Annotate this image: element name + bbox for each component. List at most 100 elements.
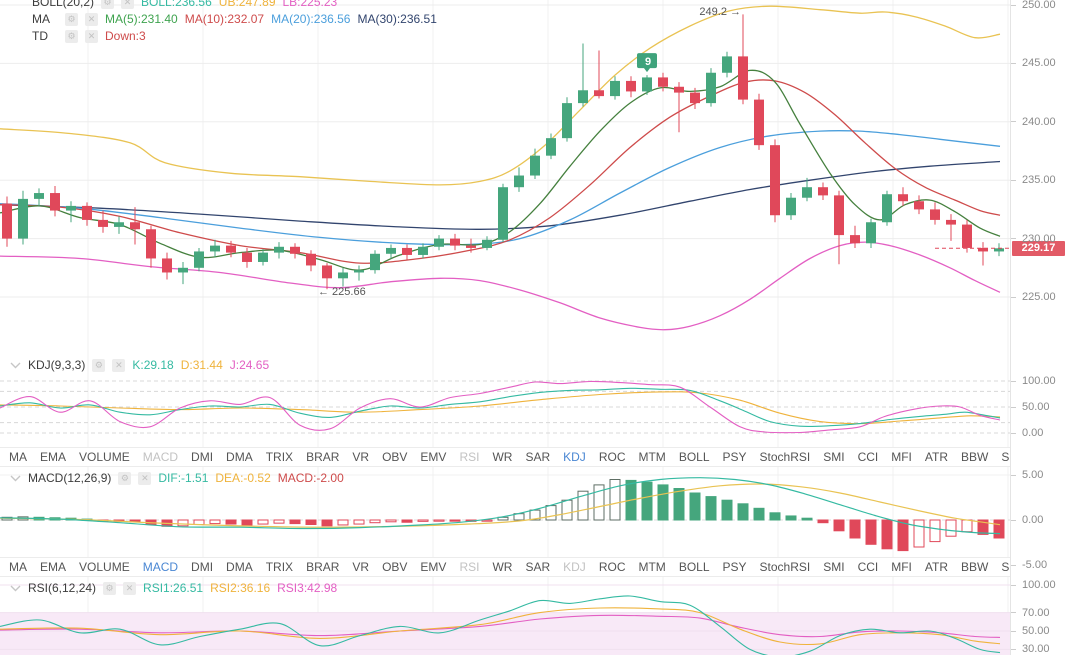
svg-text:9: 9: [645, 56, 651, 68]
tab-mfi[interactable]: MFI: [891, 450, 912, 464]
y-axis-label: -5.00: [1022, 559, 1048, 571]
tab-emv[interactable]: EMV: [420, 560, 447, 574]
ma-settings-icon[interactable]: ⚙: [65, 12, 78, 26]
tab-macd[interactable]: MACD: [142, 450, 179, 464]
tab-sar[interactable]: SAR: [525, 560, 551, 574]
y-axis-label: 240.00: [1022, 115, 1056, 128]
td-close-icon[interactable]: ✕: [85, 29, 98, 43]
tab-volume[interactable]: VOLUME: [79, 450, 130, 464]
rsi1-value: RSI1:26.51: [143, 581, 204, 595]
td-settings-icon[interactable]: ⚙: [65, 29, 78, 43]
tab-ema[interactable]: EMA: [40, 560, 67, 574]
tab-skdj[interactable]: SKDJ: [1001, 560, 1010, 574]
high-price-annotation: 249.2 →: [699, 6, 741, 19]
rsi2-value: RSI2:36.16: [210, 581, 271, 595]
tab-stochrsi[interactable]: StochRSI: [759, 450, 811, 464]
tab-roc[interactable]: ROC: [598, 450, 626, 464]
rsi-collapse-chevron-icon[interactable]: [10, 585, 21, 592]
tab-vr[interactable]: VR: [352, 560, 370, 574]
tab-dmi[interactable]: DMI: [191, 450, 214, 464]
last-price-badge: 229.17: [1012, 240, 1065, 256]
tab-bbw[interactable]: BBW: [961, 450, 989, 464]
kdj-title: KDJ(9,3,3): [28, 358, 86, 372]
rsi-settings-icon[interactable]: ⚙: [103, 581, 117, 595]
tab-dma[interactable]: DMA: [226, 560, 253, 574]
low-price-annotation: ← 225.66: [318, 286, 366, 299]
tab-emv[interactable]: EMV: [420, 450, 447, 464]
ma10-value: MA(10):232.07: [184, 12, 265, 26]
tab-ma[interactable]: MA: [9, 450, 27, 464]
tab-brar[interactable]: BRAR: [306, 450, 340, 464]
tab-mfi[interactable]: MFI: [891, 560, 912, 574]
tab-obv[interactable]: OBV: [382, 450, 408, 464]
tab-rsi[interactable]: RSI: [459, 560, 480, 574]
tab-boll[interactable]: BOLL: [678, 560, 710, 574]
ma-label: MA: [32, 12, 50, 26]
tab-psy[interactable]: PSY: [722, 450, 747, 464]
ma20-value: MA(20):236.56: [271, 12, 351, 26]
macd-dif-value: DIF:-1.51: [158, 471, 209, 485]
tab-skdj[interactable]: SKDJ: [1001, 450, 1010, 464]
macd-settings-icon[interactable]: ⚙: [118, 471, 132, 485]
macd-collapse-chevron-icon[interactable]: [10, 475, 21, 482]
tab-brar[interactable]: BRAR: [306, 560, 340, 574]
kdj-collapse-chevron-icon[interactable]: [10, 362, 21, 369]
boll-settings-icon[interactable]: ⚙: [101, 0, 115, 9]
tab-mtm[interactable]: MTM: [638, 450, 666, 464]
tab-atr[interactable]: ATR: [924, 560, 949, 574]
tab-rsi[interactable]: RSI: [459, 450, 480, 464]
axis-tick-mark: [1011, 4, 1016, 6]
axis-tick-mark: [1011, 179, 1016, 181]
axis-tick-mark: [1011, 432, 1016, 434]
ma30-value: MA(30):236.51: [357, 12, 437, 26]
tab-roc[interactable]: ROC: [598, 560, 626, 574]
y-axis-label: 0.00: [1022, 427, 1044, 439]
y-axis-label: 70.00: [1022, 606, 1050, 619]
tab-dma[interactable]: DMA: [226, 450, 253, 464]
kdj-d-value: D:31.44: [180, 358, 223, 372]
ma-close-icon[interactable]: ✕: [85, 12, 98, 26]
tab-smi[interactable]: SMI: [823, 450, 845, 464]
kdj-lines-layer: [0, 380, 1001, 434]
tab-kdj[interactable]: KDJ: [563, 560, 586, 574]
tab-vr[interactable]: VR: [352, 450, 370, 464]
tab-psy[interactable]: PSY: [722, 560, 747, 574]
boll-value: BOLL:236.56: [141, 0, 212, 9]
tab-trix[interactable]: TRIX: [265, 560, 294, 574]
td-count-badge: 9: [637, 53, 657, 73]
tab-macd[interactable]: MACD: [142, 560, 179, 574]
tab-ma[interactable]: MA: [9, 560, 27, 574]
tab-ema[interactable]: EMA: [40, 450, 67, 464]
tab-dmi[interactable]: DMI: [191, 560, 214, 574]
tab-smi[interactable]: SMI: [823, 560, 845, 574]
boll-close-icon[interactable]: ✕: [121, 0, 135, 9]
tab-atr[interactable]: ATR: [924, 450, 949, 464]
y-axis-label: 230.00: [1022, 232, 1056, 245]
axis-tick-mark: [1011, 406, 1016, 408]
tab-cci[interactable]: CCI: [857, 560, 879, 574]
tab-cci[interactable]: CCI: [857, 450, 879, 464]
tab-trix[interactable]: TRIX: [265, 450, 294, 464]
macd-dea-value: DEA:-0.52: [215, 471, 271, 485]
tab-wr[interactable]: WR: [492, 560, 513, 574]
tab-mtm[interactable]: MTM: [638, 560, 666, 574]
kdj-close-icon[interactable]: ✕: [112, 358, 126, 372]
axis-tick-mark: [1011, 121, 1016, 123]
tab-kdj[interactable]: KDJ: [563, 450, 586, 464]
tab-stochrsi[interactable]: StochRSI: [759, 560, 811, 574]
axis-tick-mark: [1011, 584, 1016, 586]
tab-boll[interactable]: BOLL: [678, 450, 710, 464]
tab-obv[interactable]: OBV: [382, 560, 408, 574]
tab-sar[interactable]: SAR: [525, 450, 551, 464]
tab-wr[interactable]: WR: [492, 450, 513, 464]
axis-tick-mark: [1011, 630, 1016, 632]
macd-close-icon[interactable]: ✕: [138, 471, 152, 485]
tab-volume[interactable]: VOLUME: [79, 560, 130, 574]
axis-tick-mark: [1011, 612, 1016, 614]
rsi-close-icon[interactable]: ✕: [123, 581, 137, 595]
legend-row-boll: BOLL(20,2) ⚙ ✕ BOLL:236.56 UB:247.89 LB:…: [32, 0, 337, 10]
tab-bbw[interactable]: BBW: [961, 560, 989, 574]
kdj-settings-icon[interactable]: ⚙: [92, 358, 106, 372]
y-axis-label: 245.00: [1022, 57, 1056, 70]
